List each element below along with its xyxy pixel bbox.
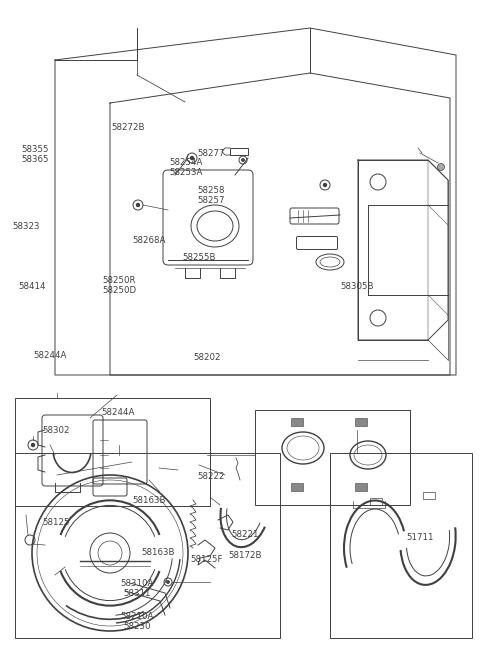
Text: 58355: 58355 (21, 145, 49, 154)
Bar (330, 453, 472, 638)
Circle shape (136, 204, 140, 206)
Text: 58414: 58414 (19, 282, 47, 291)
Text: 58277: 58277 (197, 149, 225, 159)
Circle shape (242, 159, 244, 161)
Text: 58125: 58125 (43, 518, 71, 527)
Circle shape (32, 443, 35, 447)
Bar (15, 453, 280, 638)
Text: 58250R: 58250R (102, 276, 136, 285)
Bar (355, 483, 367, 491)
Bar (255, 410, 410, 505)
Text: 58272B: 58272B (112, 123, 145, 132)
Circle shape (167, 581, 169, 583)
Bar (15, 398, 210, 506)
Bar (291, 418, 303, 426)
Text: 58365: 58365 (21, 155, 49, 164)
Text: 58311: 58311 (123, 589, 151, 598)
Text: 58230: 58230 (123, 622, 151, 631)
Text: 58210A: 58210A (120, 612, 154, 621)
Circle shape (191, 157, 193, 160)
Text: 58323: 58323 (12, 222, 40, 231)
Text: 51711: 51711 (406, 533, 434, 542)
Text: 58163B: 58163B (132, 496, 166, 505)
Text: 58221: 58221 (231, 530, 259, 539)
Bar (423, 492, 435, 499)
Text: 58244A: 58244A (101, 408, 134, 417)
Bar (230, 148, 248, 155)
Bar (291, 483, 303, 491)
Text: 58244A: 58244A (34, 350, 67, 360)
Text: 58250D: 58250D (102, 286, 136, 295)
Text: 58222: 58222 (197, 472, 225, 481)
Text: 58172B: 58172B (228, 551, 262, 560)
Text: 58125F: 58125F (190, 555, 223, 564)
Text: 58253A: 58253A (169, 168, 203, 177)
Text: 58254A: 58254A (169, 158, 203, 167)
Circle shape (437, 164, 444, 170)
Text: 58257: 58257 (197, 196, 225, 205)
Text: 58268A: 58268A (132, 236, 166, 245)
Circle shape (324, 183, 326, 187)
Text: 58255B: 58255B (182, 253, 216, 262)
Bar (370, 498, 382, 505)
Text: 58305B: 58305B (341, 282, 374, 291)
Text: 58310A: 58310A (120, 579, 154, 588)
Text: 58258: 58258 (197, 186, 225, 195)
Text: 58302: 58302 (43, 426, 71, 436)
Text: 58202: 58202 (193, 353, 221, 362)
Text: 58163B: 58163B (142, 548, 175, 557)
Bar (355, 418, 367, 426)
